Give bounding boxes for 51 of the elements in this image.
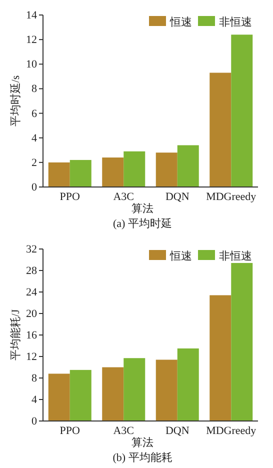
bar (231, 34, 253, 187)
y-tick-label: 28 (26, 265, 38, 277)
y-axis-title: 平均能耗/J (9, 308, 22, 361)
x-tick-label: DQN (165, 425, 190, 437)
bar (70, 160, 92, 187)
y-tick-label: 12 (26, 351, 37, 363)
legend-label: 恒速 (169, 16, 192, 28)
x-tick-label: PPO (60, 425, 80, 437)
y-tick-label: 0 (32, 182, 38, 194)
x-axis-title: 算法 (132, 202, 154, 215)
x-tick-label: A3C (113, 191, 134, 203)
legend-label: 非恒速 (219, 250, 252, 262)
bar (102, 158, 124, 187)
y-tick-label: 16 (26, 330, 38, 342)
y-tick-label: 8 (32, 83, 38, 96)
y-tick-label: 4 (32, 132, 38, 144)
bar (177, 348, 199, 421)
y-tick-label: 2 (32, 156, 37, 169)
x-tick-label: MDGreedy (206, 425, 257, 437)
bar (48, 162, 70, 187)
bar (102, 367, 124, 421)
y-tick-label: 24 (26, 286, 38, 298)
bar (210, 295, 232, 421)
bar (48, 374, 70, 421)
x-tick-label: PPO (60, 191, 80, 203)
bar (124, 358, 146, 421)
legend-label: 恒速 (169, 250, 192, 262)
x-tick-label: MDGreedy (206, 191, 257, 203)
y-tick-label: 0 (32, 416, 38, 428)
x-tick-label: A3C (113, 425, 134, 437)
y-tick-label: 14 (26, 10, 38, 22)
bar (156, 360, 178, 421)
bar (210, 72, 232, 187)
y-tick-label: 6 (32, 108, 38, 120)
y-tick-label: 12 (26, 34, 37, 46)
y-tick-label: 20 (26, 308, 38, 320)
y-tick-label: 10 (26, 58, 38, 71)
text: (b) 平均能耗 (112, 451, 172, 464)
y-tick-label: 4 (32, 394, 38, 406)
bar (177, 145, 199, 187)
bar (156, 152, 178, 187)
x-axis-title: 算法 (132, 436, 154, 449)
legend-label: 非恒速 (219, 16, 252, 28)
bar (70, 370, 92, 421)
x-tick-label: DQN (165, 191, 190, 203)
y-axis-title: 平均时延/s (9, 75, 22, 127)
text: (a) 平均时延 (113, 217, 172, 230)
y-tick-label: 8 (32, 372, 38, 384)
bar (231, 262, 253, 421)
bar (124, 151, 146, 187)
y-tick-label: 32 (26, 244, 37, 256)
